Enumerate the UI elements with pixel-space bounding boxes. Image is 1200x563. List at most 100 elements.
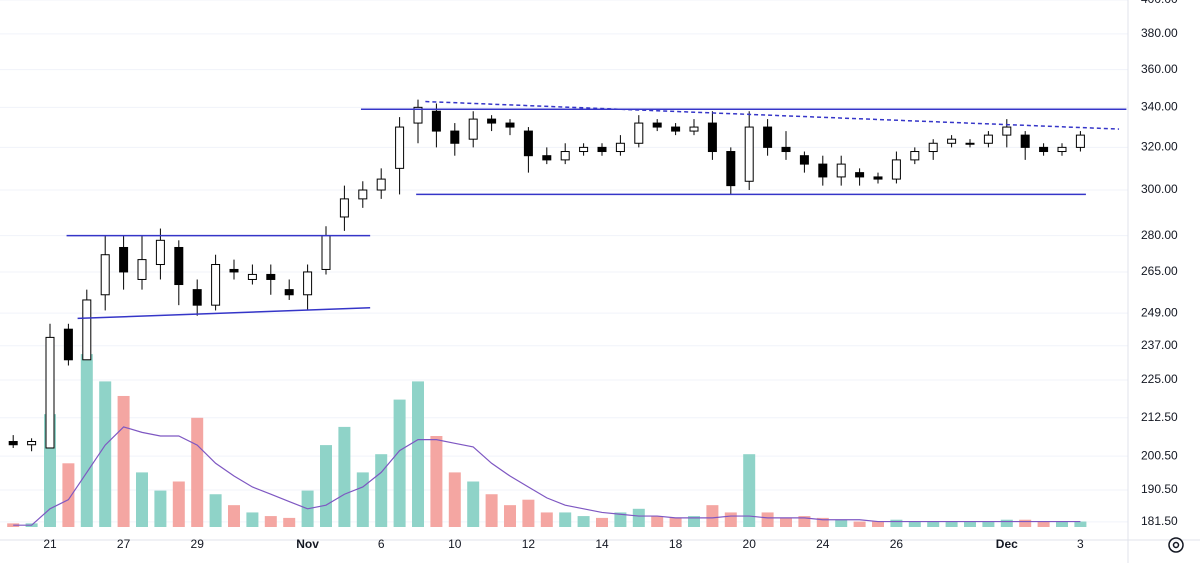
volume-bar <box>522 499 535 527</box>
candle-body <box>1039 146 1049 153</box>
candle-body <box>155 239 165 266</box>
x-tick-label: 3 <box>1077 537 1084 551</box>
volume-bar <box>154 490 167 527</box>
candle-body <box>597 146 607 153</box>
x-tick-label: 14 <box>595 537 609 551</box>
candle-body <box>542 155 552 161</box>
candle-body <box>339 198 349 218</box>
candle-body <box>744 126 754 182</box>
candle-body <box>836 163 846 178</box>
volume-bar <box>688 516 700 527</box>
volume-bar <box>780 517 792 527</box>
x-tick-label: 26 <box>890 537 904 551</box>
volume-bar <box>964 521 976 527</box>
volume-bar <box>816 517 829 527</box>
candle-body <box>211 264 221 306</box>
volume-bar <box>908 521 921 527</box>
candle-body <box>763 126 773 148</box>
candle-body <box>376 178 386 191</box>
candle-body <box>523 130 533 157</box>
volume-bar <box>191 417 204 527</box>
candle-body <box>726 151 736 187</box>
settings-button[interactable] <box>1168 537 1184 553</box>
x-tick-label: 6 <box>378 537 385 551</box>
candle-body <box>413 106 423 124</box>
y-tick-label: 280.00 <box>1141 228 1178 242</box>
volume-bar <box>1019 519 1032 527</box>
y-tick-label: 237.00 <box>1141 338 1178 352</box>
volume-bar <box>264 516 277 527</box>
volume-bar <box>1074 521 1087 527</box>
y-tick-label: 225.00 <box>1141 372 1178 386</box>
candle-body <box>487 118 497 124</box>
volume-bar <box>614 512 627 527</box>
volume-bar <box>945 521 958 527</box>
candle-body <box>505 122 515 128</box>
trend-line <box>425 100 1120 130</box>
volume-bar <box>320 445 332 527</box>
x-tick-label: 12 <box>522 537 536 551</box>
candle-body <box>689 126 699 132</box>
volume-bar <box>338 426 351 527</box>
volume-bar <box>872 521 884 527</box>
candle-body <box>229 268 239 273</box>
candle-body <box>247 273 257 280</box>
volume-bar <box>724 512 737 527</box>
volume-bar <box>559 512 572 527</box>
y-tick-label: 360.00 <box>1141 62 1178 76</box>
candle-body <box>45 336 55 449</box>
x-tick-label: 10 <box>448 537 462 551</box>
volume-bar <box>412 381 424 527</box>
volume-bar <box>1000 519 1013 527</box>
volume-bar <box>283 517 296 527</box>
candle-body <box>431 110 441 132</box>
candle-body <box>358 189 368 200</box>
candle-body <box>100 254 110 296</box>
volume-bar <box>577 516 590 527</box>
candle-body <box>1075 134 1085 148</box>
settings-icon-center <box>1172 541 1180 549</box>
volume-bar <box>540 512 553 527</box>
y-tick-label: 190.50 <box>1141 482 1178 496</box>
x-tick-label: 24 <box>816 537 830 551</box>
volume-bar <box>743 454 756 527</box>
candle-body <box>634 122 644 144</box>
candle-body <box>579 146 589 153</box>
x-tick-label: 21 <box>43 537 57 551</box>
candle-body <box>652 122 662 128</box>
candle-body <box>671 126 681 132</box>
y-tick-label: 320.00 <box>1141 140 1178 154</box>
candle-body <box>82 299 92 361</box>
candle-body <box>965 142 975 145</box>
candle-body <box>947 138 957 144</box>
candle-body <box>799 155 809 165</box>
candle-body <box>615 142 625 153</box>
y-tick-label: 200.50 <box>1141 448 1178 462</box>
candle-body <box>137 259 147 280</box>
volume-bar <box>430 436 443 527</box>
volume-bar <box>1037 521 1050 527</box>
volume-bar <box>798 516 811 527</box>
x-tick-label: 29 <box>191 537 205 551</box>
candle-body <box>910 151 920 161</box>
settings-icon[interactable] <box>1168 537 1184 553</box>
volume-bar <box>485 494 498 527</box>
x-tick-label: 20 <box>743 537 757 551</box>
volume-bar <box>706 505 719 527</box>
candle-body <box>63 328 73 361</box>
x-tick-label: Dec <box>996 537 1018 551</box>
volume-bar <box>596 517 608 527</box>
candle-body <box>8 441 18 446</box>
volume-bar <box>99 381 112 527</box>
candle-body <box>873 176 883 180</box>
candle-body <box>855 172 865 178</box>
candle-body <box>192 289 202 306</box>
y-tick-label: 340.00 <box>1141 100 1178 114</box>
volume-bar <box>761 512 774 527</box>
volume-bar <box>209 494 222 527</box>
candle-body <box>27 441 37 446</box>
candle-body <box>1020 134 1030 148</box>
y-tick-label: 249.00 <box>1141 305 1178 319</box>
volume-bar <box>228 505 240 527</box>
